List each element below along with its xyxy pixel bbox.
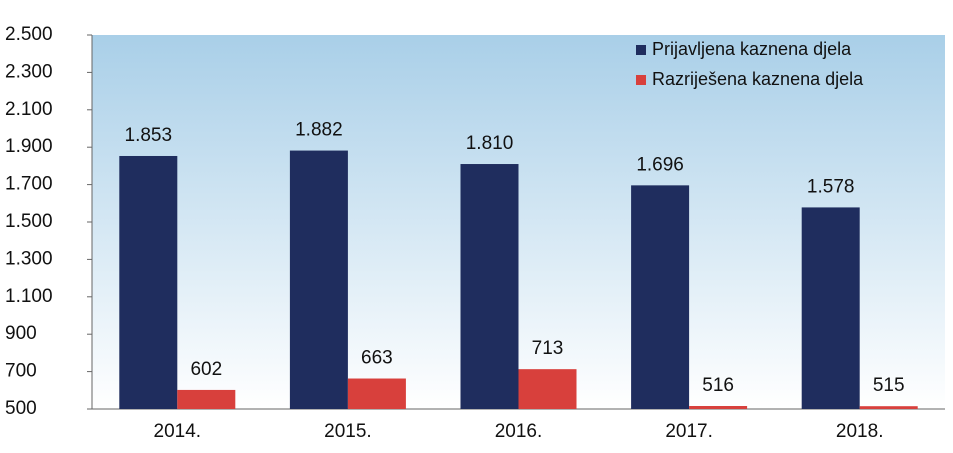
- x-tick-label: 2018.: [836, 421, 884, 442]
- y-tick-label: 1.900: [5, 136, 53, 157]
- x-tick-label: 2015.: [324, 421, 372, 442]
- y-tick-label: 500: [5, 398, 37, 419]
- data-label: 663: [361, 348, 393, 369]
- bar: [460, 164, 519, 409]
- data-label: 1.696: [636, 154, 684, 175]
- data-label: 602: [190, 359, 222, 380]
- data-label: 516: [702, 375, 734, 396]
- bar: [177, 389, 236, 409]
- bar: [289, 150, 348, 410]
- y-tick-label: 1.500: [5, 211, 53, 232]
- bar: [801, 207, 860, 409]
- bar: [859, 406, 918, 409]
- legend-swatch: [636, 45, 646, 55]
- y-tick-label: 1.100: [5, 286, 53, 307]
- legend-label: Prijavljena kaznena djela: [652, 39, 852, 59]
- x-tick-label: 2014.: [154, 421, 202, 442]
- y-tick-label: 1.300: [5, 248, 53, 269]
- data-label: 1.810: [466, 133, 514, 154]
- y-tick-label: 2.300: [5, 61, 53, 82]
- y-tick-label: 700: [5, 361, 37, 382]
- data-label: 1.853: [125, 125, 173, 146]
- data-label: 713: [532, 338, 564, 359]
- y-tick-label: 1.700: [5, 174, 53, 195]
- y-tick-label: 900: [5, 323, 37, 344]
- data-label: 1.882: [295, 120, 343, 141]
- bar: [119, 155, 178, 409]
- bar: [518, 369, 577, 409]
- legend: Prijavljena kaznena djela Razriješena kaz…: [636, 39, 864, 89]
- bar: [347, 378, 406, 409]
- y-tick-label: 2.100: [5, 99, 53, 120]
- bar: [631, 185, 690, 409]
- data-label: 1.578: [807, 176, 855, 197]
- data-label: 515: [873, 375, 905, 396]
- x-tick-label: 2017.: [665, 421, 713, 442]
- bar: [689, 406, 748, 409]
- x-tick-label: 2016.: [495, 421, 543, 442]
- legend-swatch: [636, 75, 646, 85]
- legend-label: Razriješena kaznena djela: [652, 69, 864, 89]
- y-tick-label: 2.500: [5, 24, 53, 45]
